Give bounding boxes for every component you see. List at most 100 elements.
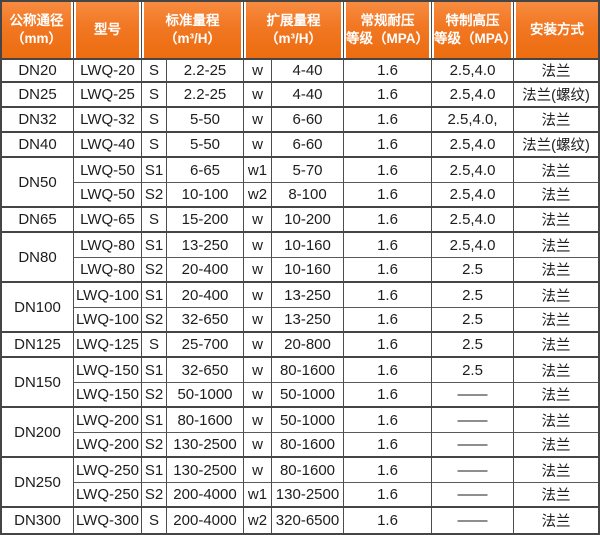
cell-ext-range: 80-1600 [272,358,344,383]
header-standard-range: 标准量程 （m³/H） [142,2,244,58]
cell-ext-range: 10-160 [272,233,344,258]
cell-high-pressure: 2.5,4.0, [432,108,514,133]
header-normal-pressure: 常规耐压 等级（MPA） [344,2,432,58]
cell-dn: DN250 [2,458,74,508]
cell-normal-pressure: 1.6 [344,58,432,83]
cell-ext-range: 6-60 [272,133,344,158]
cell-ext-range: 8-100 [272,183,344,208]
table-row: DN200 LWQ-200 S1 80-1600 w 50-1000 1.6 —… [2,408,598,458]
cell-model: LWQ-100 [74,308,142,333]
cell-high-pressure: —— [432,483,514,508]
cell-std-range: 130-2500 [167,433,244,458]
cell-high-pressure: 2.5,4.0 [432,183,514,208]
header-install-method-label: 安装方式 [516,2,598,58]
cell-high-pressure: —— [432,383,514,408]
header-model-label: 型号 [76,2,139,58]
cell-std-range: 15-200 [167,208,244,233]
cell-ext-range: 50-1000 [272,383,344,408]
cell-normal-pressure: 1.6 [344,158,432,183]
cell-model: LWQ-300 [74,508,142,533]
cell-std-range: 20-400 [167,258,244,283]
cell-normal-pressure: 1.6 [344,458,432,483]
cell-normal-pressure: 1.6 [344,183,432,208]
cell-install: 法兰 [514,433,598,458]
cell-normal-pressure: 1.6 [344,133,432,158]
cell-std-mark: S2 [142,383,167,408]
cell-install: 法兰 [514,108,598,133]
header-model: 型号 [74,2,142,58]
cell-install: 法兰 [514,58,598,83]
cell-ext-range: 50-1000 [272,408,344,433]
header-nominal-diameter: 公称通径 （mm） [2,2,74,58]
cell-ext-mark: w1 [244,158,272,183]
cell-std-range: 5-50 [167,133,244,158]
table-row: DN300 LWQ-300 S 200-4000 w2 320-6500 1.6… [2,508,598,533]
cell-model: LWQ-125 [74,333,142,358]
cell-std-range: 10-100 [167,183,244,208]
cell-install: 法兰 [514,458,598,483]
cell-std-mark: S2 [142,483,167,508]
table-row: LWQ-200 S2 130-2500 w 80-1600 1.6 —— 法兰 [2,433,598,458]
cell-ext-mark: w [244,358,272,383]
cell-high-pressure: 2.5,4.0 [432,233,514,258]
cell-std-mark: S [142,83,167,108]
cell-ext-mark: w [244,58,272,83]
header-extended-range-label: 扩展量程 （m³/H） [246,2,341,58]
cell-std-range: 25-700 [167,333,244,358]
cell-high-pressure: 2.5 [432,358,514,383]
cell-std-mark: S1 [142,158,167,183]
cell-model: LWQ-25 [74,83,142,108]
table-row: DN40 LWQ-40 S 5-50 w 6-60 1.6 2.5,4.0 法兰… [2,133,598,158]
cell-high-pressure: 2.5,4.0 [432,158,514,183]
cell-ext-mark: w [244,283,272,308]
cell-high-pressure: 2.5,4.0 [432,133,514,158]
cell-model: LWQ-20 [74,58,142,83]
cell-ext-mark: w [244,258,272,283]
cell-ext-mark: w2 [244,508,272,533]
header-nominal-diameter-label: 公称通径 （mm） [2,2,71,58]
cell-ext-range: 320-6500 [272,508,344,533]
cell-ext-range: 10-160 [272,258,344,283]
cell-install: 法兰 [514,233,598,258]
cell-ext-mark: w [244,408,272,433]
cell-high-pressure: —— [432,408,514,433]
cell-dn: DN80 [2,233,74,283]
cell-std-range: 32-650 [167,358,244,383]
cell-std-range: 20-400 [167,283,244,308]
cell-std-mark: S [142,508,167,533]
table-row: DN65 LWQ-65 S 15-200 w 10-200 1.6 2.5,4.… [2,208,598,233]
cell-ext-mark: w [244,333,272,358]
cell-normal-pressure: 1.6 [344,383,432,408]
cell-install: 法兰 [514,333,598,358]
cell-ext-mark: w [244,458,272,483]
table-row: DN100 LWQ-100 S1 20-400 w 13-250 1.6 2.5… [2,283,598,333]
cell-ext-mark: w [244,233,272,258]
cell-ext-range: 4-40 [272,58,344,83]
cell-std-range: 130-2500 [167,458,244,483]
cell-std-mark: S [142,133,167,158]
header-extended-range: 扩展量程 （m³/H） [244,2,344,58]
cell-std-mark: S1 [142,358,167,383]
cell-dn: DN50 [2,158,74,208]
cell-std-mark: S2 [142,433,167,458]
cell-std-mark: S [142,333,167,358]
cell-dn: DN200 [2,408,74,458]
cell-high-pressure: 2.5,4.0 [432,208,514,233]
cell-high-pressure: 2.5 [432,283,514,308]
cell-install: 法兰 [514,183,598,208]
table-row: LWQ-50 S2 10-100 w2 8-100 1.6 2.5,4.0 法兰 [2,183,598,208]
cell-model: LWQ-80 [74,258,142,283]
cell-dn: DN40 [2,133,74,158]
cell-install: 法兰 [514,158,598,183]
cell-high-pressure: 2.5 [432,308,514,333]
cell-std-range: 6-65 [167,158,244,183]
table-row: LWQ-250 S2 200-4000 w1 130-2500 1.6 —— 法… [2,483,598,508]
cell-normal-pressure: 1.6 [344,308,432,333]
cell-std-range: 13-250 [167,233,244,258]
cell-ext-range: 130-2500 [272,483,344,508]
cell-std-mark: S [142,208,167,233]
cell-ext-mark: w2 [244,183,272,208]
cell-install: 法兰 [514,508,598,533]
